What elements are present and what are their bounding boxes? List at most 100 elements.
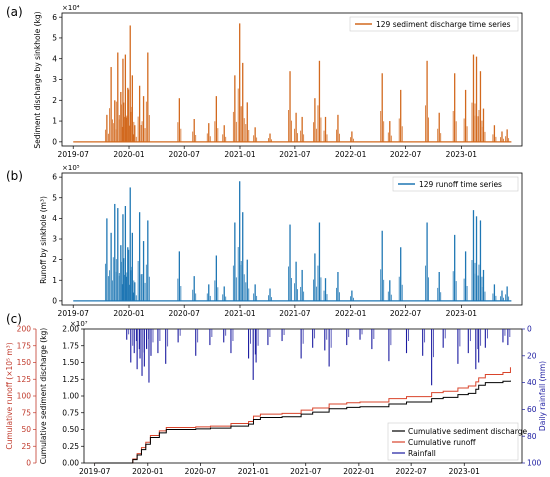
panel-c-ylabel-outer: Cumulative runoff (×10⁵ m³): [5, 342, 14, 449]
panel-c-xticks: 2019-07 2020-01 2020-07 2021-01 2021-07 2022-…: [79, 463, 480, 476]
panel-a-ytick-label: 1: [52, 117, 57, 126]
panel-a-ytick-label: 2: [52, 96, 57, 105]
panel-c-outer-ytick-label: 75: [21, 408, 31, 417]
panel-b-label: (b): [6, 169, 23, 183]
panel-b-ytick-label: 1: [52, 276, 57, 285]
panel-a-yticks: 0 1 2 3 4 5 6: [52, 13, 62, 146]
panel-c-rainfall-bars: [126, 329, 511, 386]
panel-b-ytick-label: 0: [52, 296, 57, 305]
panel-c-legend: Cumulative sediment discharge Cumulative…: [387, 422, 527, 461]
panel-c-right-ytick-label: 0: [527, 325, 532, 334]
panel-b-series: [73, 181, 512, 302]
panel-c-inner-ytick-label: 0.00: [62, 459, 79, 468]
panel-b-legend: 129 runoff time series: [392, 176, 519, 192]
panel-c-outer-ytick-label: 100: [17, 392, 32, 401]
panel-c-inner-ytick-label: 0.50: [62, 425, 79, 434]
panel-c-outer-ytick-label: 175: [17, 341, 32, 350]
panel-c-xtick-label: 2020-07: [185, 467, 217, 476]
panel-a-ytick-label: 4: [52, 54, 57, 63]
panel-a-legend-label: 129 sediment discharge time series: [376, 20, 511, 29]
panel-c-xtick-label: 2019-07: [79, 467, 111, 476]
panel-c-yticks-inner: 0.00 0.25 0.50 0.75 1.00 1.25 1.50 1.75 2.00: [62, 325, 84, 468]
panel-b-legend-label: 129 runoff time series: [419, 180, 502, 189]
panel-b-xtick-label: 2020-01: [113, 309, 145, 318]
panel-a-ytick-label: 6: [52, 13, 57, 22]
panel-c-outer-ytick-label: 125: [17, 375, 32, 384]
panel-c-legend-label-runoff: Cumulative runoff: [408, 438, 476, 447]
panel-c-xtick-label: 2021-01: [238, 467, 270, 476]
panel-c-cumulative-lines: [94, 367, 511, 464]
panel-c-legend-box: [387, 422, 519, 461]
panel-a-multiplier: ×10⁴: [62, 4, 80, 12]
panel-b-yticks: 0 1 2 3 4 5 6: [52, 173, 62, 305]
panel-a-xtick-label: 2020-07: [169, 150, 201, 159]
panel-c-legend-label-sediment: Cumulative sediment discharge: [408, 427, 527, 436]
panel-c-right-ytick-label: 40: [527, 378, 537, 387]
panel-a-ytick-label: 3: [52, 75, 57, 84]
panel-b-legend-box: [392, 176, 519, 192]
panel-a-legend: 129 sediment discharge time series: [349, 16, 519, 32]
panel-a-xtick-label: 2022-01: [335, 150, 367, 159]
panel-c-yticks-right: 0 20 40 60 80 100: [522, 325, 542, 468]
panel-c-label: (c): [6, 312, 22, 326]
panel-b-xtick-label: 2020-07: [169, 309, 201, 318]
panel-c-outer-ytick-label: 150: [17, 358, 32, 367]
panel-c-multiplier: ×10⁷: [70, 320, 88, 328]
panel-b-ytick-label: 5: [52, 193, 57, 202]
panel-c-inner-ytick-label: 0.25: [62, 442, 79, 451]
panel-a-xtick-label: 2019-07: [58, 150, 90, 159]
panel-a-xtick-label: 2020-01: [113, 150, 145, 159]
panel-a-xticks: 2019-07 2020-01 2020-07 2021-01 2021-07 2022-…: [58, 146, 478, 159]
panel-a-ylabel: Sediment discharge by sinkhole (kg): [33, 11, 42, 148]
panel-c-ylabel-inner: Cumulative sediment discharge (kg): [39, 328, 48, 465]
panel-b-ytick-label: 4: [52, 214, 57, 223]
panel-c-xtick-label: 2021-07: [290, 467, 322, 476]
panel-c-cumulative-sediment-line: [94, 380, 511, 464]
panel-b-ylabel: Runoff by sinkhole (m³): [39, 196, 48, 284]
panel-a-label: (a): [6, 5, 23, 19]
panel-c-right-ytick-label: 80: [527, 432, 537, 441]
panel-b-xtick-label: 2022-07: [390, 309, 422, 318]
panel-c-xtick-label: 2022-01: [343, 467, 375, 476]
panel-c-inner-ytick-label: 2.00: [62, 325, 79, 334]
panel-b-xtick-label: 2022-01: [335, 309, 367, 318]
panel-c-inner-ytick-label: 1.50: [62, 358, 79, 367]
panel-c-xtick-label: 2020-01: [132, 467, 164, 476]
panel-a-legend-box: [349, 16, 519, 32]
panel-a-series: [73, 23, 512, 143]
panel-c-right-ytick-label: 100: [527, 459, 542, 468]
panel-c-yticks-outer: 0 25 50 75 100 125 150 175 200: [17, 325, 37, 468]
panel-c-outer-ytick-label: 25: [21, 442, 31, 451]
panel-b-xtick-label: 2023-01: [446, 309, 478, 318]
panel-c-legend-label-rainfall: Rainfall: [408, 449, 436, 458]
panel-b-xtick-label: 2021-07: [279, 309, 311, 318]
panel-a: (a) ×10⁴ Sediment discharge by sinkhole …: [6, 4, 523, 159]
panel-b-ytick-label: 6: [52, 173, 57, 182]
panel-b-xtick-label: 2021-01: [224, 309, 256, 318]
panel-c-inner-ytick-label: 1.00: [62, 392, 79, 401]
panel-a-ytick-label: 5: [52, 34, 57, 43]
panel-a-xtick-label: 2021-01: [224, 150, 256, 159]
panel-c-inner-ytick-label: 0.75: [62, 408, 79, 417]
panel-c-ylabel-right: Daily rainfall (mm): [538, 361, 547, 431]
panel-b-ytick-label: 3: [52, 235, 57, 244]
panel-c-inner-ytick-label: 1.25: [62, 375, 79, 384]
panel-b-xticks: 2019-07 2020-01 2020-07 2021-01 2021-07 2022-…: [58, 305, 478, 318]
panel-c: (c) ×10⁷ Cumulative runoff (×10⁵ m³) Cum…: [5, 312, 547, 476]
panel-a-ytick-label: 0: [52, 137, 57, 146]
panel-c-outer-ytick-label: 50: [21, 425, 31, 434]
panel-b-xtick-label: 2019-07: [58, 309, 90, 318]
panel-c-right-ytick-label: 60: [527, 405, 537, 414]
panel-c-xtick-label: 2022-07: [395, 467, 427, 476]
panel-a-xtick-label: 2023-01: [446, 150, 478, 159]
panel-b-multiplier: ×10⁵: [62, 164, 80, 172]
panel-c-outer-ytick-label: 200: [17, 325, 32, 334]
panel-a-xtick-label: 2022-07: [390, 150, 422, 159]
panel-a-xtick-label: 2021-07: [279, 150, 311, 159]
panel-c-inner-ytick-label: 1.75: [62, 341, 79, 350]
panel-c-right-ytick-label: 20: [527, 351, 537, 360]
panel-c-outer-ytick-label: 0: [26, 459, 31, 468]
panel-c-xtick-label: 2023-01: [449, 467, 481, 476]
panel-b: (b) ×10⁵ Runoff by sinkhole (m³) 0 1 2 3 4 5 6…: [6, 164, 523, 318]
